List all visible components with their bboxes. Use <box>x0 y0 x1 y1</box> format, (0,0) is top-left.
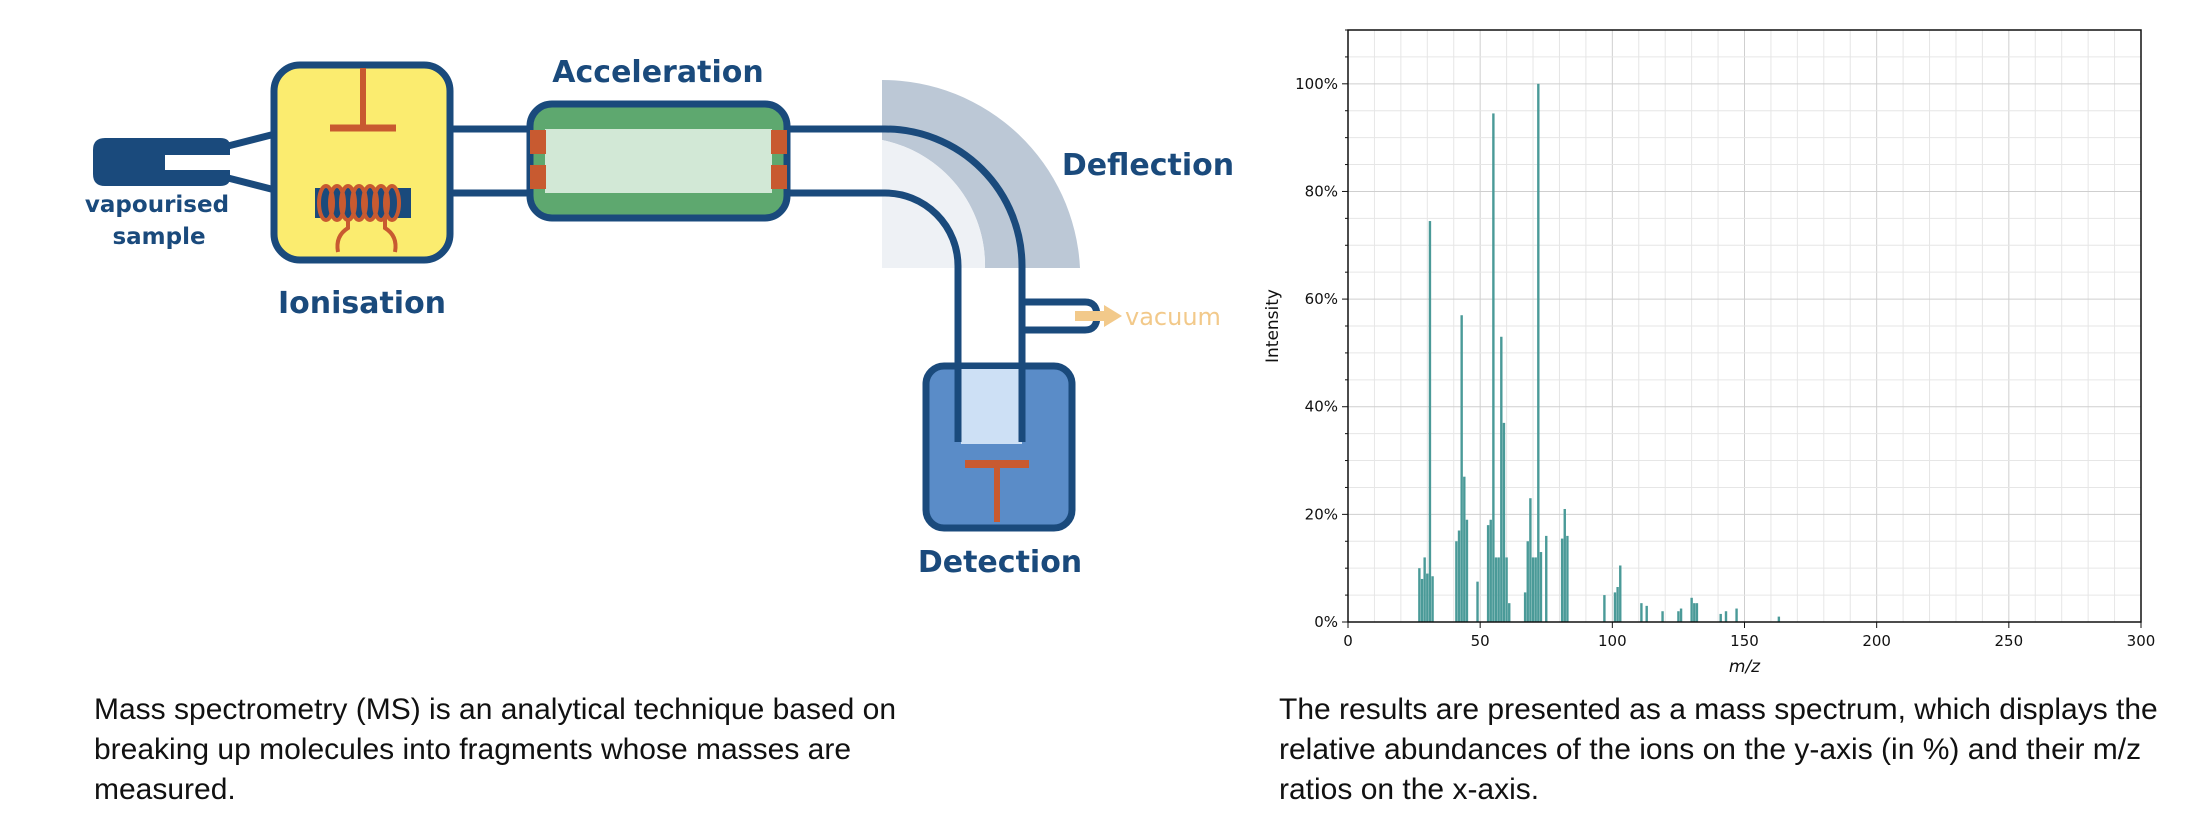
spectrum-bar <box>1420 578 1424 622</box>
y-axis-label: Intensity <box>1263 289 1283 363</box>
x-tick-label: 50 <box>1471 632 1490 650</box>
spectrum-bar <box>1693 603 1696 622</box>
chart-grid <box>1347 29 2142 623</box>
label-ionisation: Ionisation <box>278 286 446 321</box>
deflection-magnet <box>882 79 1080 268</box>
x-axis-label: m/z <box>1729 657 1761 677</box>
spectrum-bar <box>1465 519 1469 622</box>
spectrum-bar <box>1486 525 1490 622</box>
label-sample-line2: sample <box>112 224 205 250</box>
acceleration-plate-right <box>771 130 787 154</box>
acceleration-plate-left <box>530 130 546 154</box>
spectrum-bar <box>1603 595 1606 622</box>
mass-spectrum-chart: 0 50 100 150 200 250 300 0% 20% 40% 60% 80% 100% m/z… <box>1263 29 2156 677</box>
spectrum-bar <box>1690 597 1693 622</box>
spectrum-bar <box>1539 552 1543 622</box>
spectrum-bar <box>1523 592 1527 622</box>
detector-plate <box>965 460 1029 468</box>
spectrum-bar <box>1661 611 1664 622</box>
spectrum-bar <box>1457 530 1461 622</box>
chart-ticks: 0 50 100 150 200 250 300 0% 20% 40% 60% 80% 100% <box>1295 29 2156 650</box>
spectrum-bar <box>1677 611 1680 622</box>
spectrum-bar <box>1476 581 1479 622</box>
spectrum-bar <box>1489 519 1492 622</box>
spectrum-bar <box>1426 573 1429 622</box>
x-tick-label: 100 <box>1598 632 1627 650</box>
spectrum-bar <box>1508 603 1511 622</box>
spectrum-bar <box>1455 541 1458 622</box>
spectrum-bar <box>1423 557 1426 622</box>
spectrum-bar <box>1431 576 1434 622</box>
spectrum-bar <box>1560 538 1564 622</box>
spectrum-bar <box>1418 568 1421 622</box>
x-tick-label: 150 <box>1730 632 1759 650</box>
spectrum-bar <box>1460 315 1463 622</box>
spectrum-bar <box>1494 557 1498 622</box>
spectrum-bar <box>1526 541 1529 622</box>
spectrum-bar <box>1613 592 1617 622</box>
spectrum-bar <box>1463 476 1466 622</box>
sample-inlet <box>93 138 230 186</box>
spectrum-bar <box>1645 605 1648 622</box>
label-sample-line1: vapourised <box>85 192 229 218</box>
label-detection: Detection <box>918 545 1082 580</box>
vacuum-arrow-icon <box>1104 305 1122 327</box>
spectrum-bar <box>1724 611 1728 622</box>
spectrum-bar <box>1719 613 1722 622</box>
chart-bars <box>1418 83 1781 623</box>
spectrum-bar <box>1566 535 1569 622</box>
y-tick-label: 60% <box>1305 290 1338 308</box>
x-tick-label: 200 <box>1862 632 1891 650</box>
spectrum-bar <box>1777 616 1781 622</box>
spectrum-bar <box>1735 608 1738 622</box>
spectrum-bar <box>1640 603 1643 622</box>
x-tick-label: 0 <box>1343 632 1353 650</box>
spectrum-bar <box>1502 422 1506 622</box>
y-tick-label: 80% <box>1305 182 1338 200</box>
spectrum-bar <box>1545 535 1548 622</box>
spectrum-bar <box>1492 113 1495 622</box>
spectrum-bar <box>1679 608 1683 622</box>
spectrum-bar <box>1505 557 1508 622</box>
spectrum-bar <box>1537 83 1540 623</box>
mass-spectrometer-diagram: vapourised sample Ionisation Acceleratio… <box>85 55 1234 580</box>
label-deflection: Deflection <box>1062 148 1234 183</box>
x-tick-label: 300 <box>2127 632 2156 650</box>
spectrum-bar <box>1563 508 1566 622</box>
y-tick-label: 40% <box>1305 398 1338 416</box>
spectrum-bar <box>1695 603 1699 622</box>
y-tick-label: 20% <box>1305 505 1338 523</box>
spectrum-bar <box>1616 587 1619 622</box>
spectrum-bar <box>1497 557 1500 622</box>
y-tick-label: 100% <box>1295 75 1338 93</box>
filament-coil <box>317 184 401 222</box>
spectrum-bar <box>1619 565 1622 622</box>
y-tick-label: 0% <box>1314 613 1338 631</box>
spectrum-bar <box>1534 557 1537 622</box>
spectrum-bar <box>1529 498 1532 622</box>
flight-tube <box>450 125 1026 442</box>
spectrum-bar <box>1500 336 1503 622</box>
caption-left: Mass spectrometry (MS) is an analytical … <box>94 693 897 806</box>
x-tick-label: 250 <box>1995 632 2024 650</box>
deflection-magnet-inner <box>882 140 986 268</box>
caption-right: The results are presented as a mass spec… <box>1279 693 2158 806</box>
label-vacuum: vacuum <box>1125 303 1221 331</box>
label-acceleration: Acceleration <box>552 55 763 90</box>
spectrum-bar <box>1428 221 1432 622</box>
spectrum-bar <box>1531 557 1535 622</box>
